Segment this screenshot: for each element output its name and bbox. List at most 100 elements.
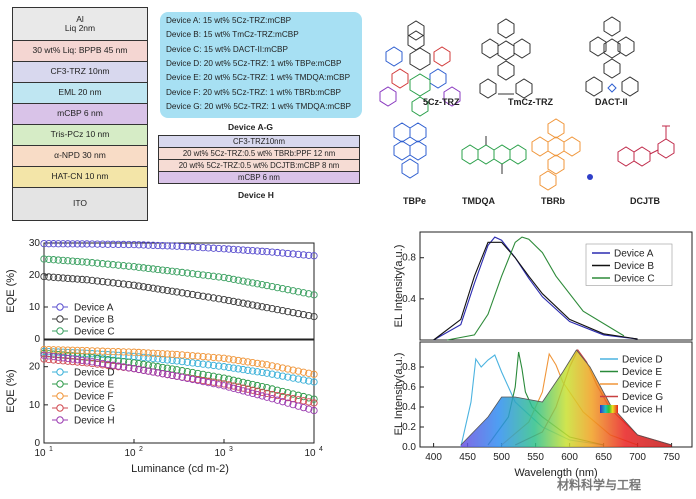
data-point [258,388,266,396]
data-point [278,306,287,315]
legend-label: Device H [622,405,663,416]
data-point [305,369,313,377]
data-point [139,366,148,374]
data-point [204,293,212,301]
data-point [149,284,157,292]
device-list-item: Device E: 20 wt% 5Cz-TRZ: 1 wt% TMDQA:mC… [166,73,351,83]
data-point [64,346,72,354]
data-point [220,354,228,362]
molecule-tbpe [393,122,427,179]
data-point [144,283,152,292]
data-point [278,364,287,372]
device-list-item: Device A: 15 wt% 5Cz-TRZ:mCBP [166,16,292,25]
data-point [64,240,72,248]
data-point [188,243,197,251]
x-tick-label-exp: 2 [139,446,143,453]
data-point [239,384,247,392]
data-point [229,356,238,364]
legend-label: Device E [74,380,114,391]
molecule-5cz-trz [379,20,461,117]
data-point [163,267,172,275]
data-point [178,289,186,297]
data-point [64,354,72,363]
data-point [144,354,152,362]
data-point [310,378,318,386]
data-point [188,359,197,367]
data-point [284,389,292,397]
data-point [78,356,86,364]
data-point [278,398,287,406]
data-point [294,250,302,259]
data-point [284,373,292,381]
data-point [273,248,282,257]
data-point [64,274,72,283]
data-point [229,384,238,392]
data-point [78,346,86,355]
data-point [93,240,102,248]
data-point [163,286,172,295]
data-point [248,380,257,389]
legend-label: Device C [614,274,655,285]
data-point [225,383,233,391]
y-tick-label: 0.8 [402,253,416,264]
data-point [139,264,148,272]
data-point [188,270,197,278]
x-tick-label: 400 [425,452,442,463]
data-point [139,349,148,357]
data-point [234,383,242,391]
data-point [209,361,218,370]
data-point [253,368,262,376]
data-point [59,256,67,265]
data-point [310,399,318,407]
legend-marker [56,368,64,376]
data-point [158,370,167,378]
data-point [83,258,91,266]
plot-frame [43,339,315,444]
data-point [119,357,128,366]
data-point [253,302,262,310]
data-point [59,357,67,365]
data-point [49,352,58,361]
data-point [149,368,157,376]
data-point [178,373,186,381]
data-point [215,354,223,362]
data-point [114,240,122,249]
data-point [253,359,262,368]
data-point [64,351,72,360]
x-tick-label: 700 [629,452,646,463]
data-point [289,374,297,382]
data-point [244,366,252,374]
data-point [204,271,212,280]
y-tick-label: 0 [34,334,40,345]
data-point [278,372,287,380]
x-tick-label: 10 [34,448,46,459]
data-point [144,264,152,273]
data-point [268,282,276,291]
data-point [278,392,287,401]
legend-marker [56,303,64,311]
data-point [234,377,242,385]
data-point [248,358,257,367]
data-point [130,240,138,249]
data-point [220,295,228,304]
data-point [194,243,202,251]
legend-marker [56,327,64,335]
data-point [64,257,72,265]
data-point [258,392,266,400]
data-point [168,371,176,380]
data-point [109,240,117,248]
data-point [68,275,77,283]
data-point [154,369,162,377]
data-point [125,364,133,372]
data-point [284,249,292,258]
legend-label: Device D [74,368,115,379]
data-point [173,350,181,359]
data-point [263,384,271,392]
data-point [125,240,133,249]
data-point [209,372,218,380]
x-tick-label-exp: 1 [49,446,53,453]
data-point [294,288,302,296]
data-point [73,257,82,266]
data-point [54,256,62,264]
data-point [154,265,162,274]
